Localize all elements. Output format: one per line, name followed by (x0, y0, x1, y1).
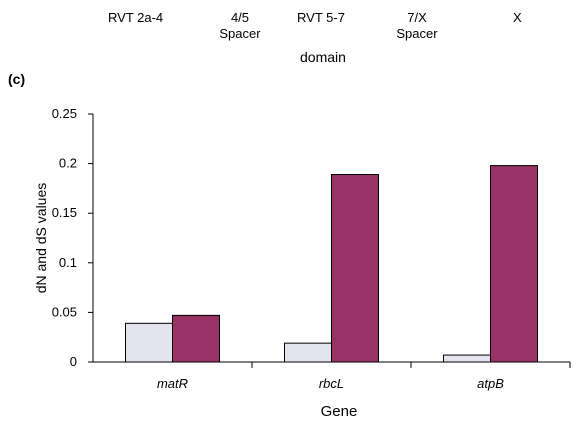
bar-group (125, 165, 538, 363)
top-category-x: X (513, 10, 522, 26)
top-category-spacer-7-x: 7/X Spacer (394, 10, 440, 42)
y-tick-label: 0 (70, 354, 77, 369)
top-category-line2: Spacer (396, 26, 438, 41)
bar (172, 314, 220, 363)
y-axis-label: dN and dS values (33, 183, 49, 294)
x-axis-label: Gene (321, 403, 358, 420)
bar (284, 342, 332, 363)
top-category-rvt-5-7: RVT 5-7 (297, 10, 345, 26)
bar (331, 174, 379, 363)
y-tick-label: 0.25 (52, 106, 77, 121)
y-tick-label: 0.2 (59, 156, 77, 171)
x-tick-label-group: matR rbcL atpB (157, 376, 504, 391)
x-tick-label: rbcL (319, 376, 344, 391)
panel-label: (c) (8, 71, 26, 87)
y-tick-label: 0.05 (52, 304, 77, 319)
x-tick-label: matR (157, 376, 188, 391)
top-category-line1: RVT 2a-4 (108, 10, 164, 25)
top-category-line1: X (513, 10, 522, 25)
top-category-line1: 4/5 (230, 10, 250, 25)
bar (125, 322, 173, 363)
y-tick-group: 0 0.05 0.1 0.15 0.2 0.25 (52, 106, 93, 369)
bar (443, 354, 491, 363)
top-category-line1: RVT 5-7 (297, 10, 345, 25)
y-tick-label: 0.1 (59, 255, 77, 270)
top-category-rvt-2a-4: RVT 2a-4 (108, 10, 163, 26)
top-axis-title: domain (300, 49, 346, 65)
bar (490, 165, 538, 363)
top-category-line1: 7/X (407, 10, 427, 25)
x-tick-label: atpB (477, 376, 504, 391)
top-category-line2: Spacer (219, 26, 261, 41)
top-category-spacer-4-5: 4/5 Spacer (217, 10, 263, 42)
y-tick-label: 0.15 (52, 205, 77, 220)
